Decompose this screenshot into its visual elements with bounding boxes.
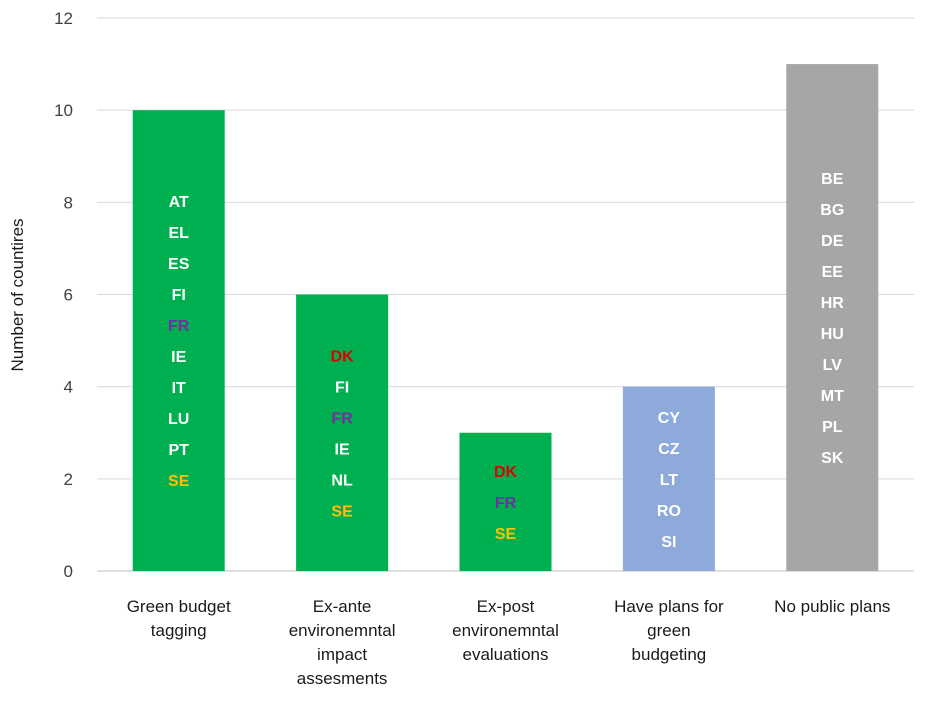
bar-country-label: FR: [495, 495, 517, 512]
y-tick-label: 2: [64, 470, 73, 489]
bar-country-label: RO: [657, 503, 681, 520]
bar-country-label: MT: [821, 388, 844, 405]
bar-country-label: IT: [172, 380, 186, 397]
bar-country-label: LT: [660, 472, 679, 489]
bar: [786, 64, 879, 571]
bar-country-label: FR: [168, 318, 190, 335]
y-tick-label: 8: [64, 193, 73, 212]
x-category-label: evaluations: [462, 645, 548, 664]
bars: [132, 64, 879, 572]
bar-country-label: BG: [820, 202, 844, 219]
bar-country-label: ES: [168, 256, 190, 273]
x-category-label: No public plans: [774, 597, 890, 616]
bar: [459, 432, 552, 571]
bar: [132, 110, 225, 572]
y-axis-label: Number of countires: [8, 218, 27, 371]
bar-country-label: LV: [823, 357, 843, 374]
x-category-label: assesments: [297, 669, 388, 688]
x-category-label: environemntal: [289, 621, 396, 640]
bar: [296, 294, 389, 571]
bar-country-label: SE: [495, 526, 517, 543]
x-category-label: Ex-ante: [313, 597, 372, 616]
bar-country-label: DE: [821, 233, 844, 250]
bar: [622, 386, 715, 571]
x-category-label: impact: [317, 645, 367, 664]
bar-country-label: SK: [821, 450, 844, 467]
y-tick-label: 4: [64, 378, 73, 397]
bar-country-label: IE: [171, 349, 186, 366]
bar-country-label: FR: [331, 410, 353, 427]
x-category-label: Ex-post: [477, 597, 535, 616]
y-tick-label: 12: [54, 9, 73, 28]
bar-country-label: SI: [661, 534, 676, 551]
y-axis-ticks: 0 2 4 6 8 10 12: [54, 9, 73, 581]
bar-country-label: CZ: [658, 441, 680, 458]
bar-country-label: FI: [172, 287, 186, 304]
gridlines: [97, 17, 914, 572]
bar-country-label: EL: [168, 225, 189, 242]
x-category-label: environemntal: [452, 621, 559, 640]
y-tick-label: 10: [54, 101, 73, 120]
bar-country-label: CY: [658, 410, 681, 427]
bar-country-labels: AT EL ES FI FR IE IT LU PT SE DK FI FR IE NL SE DK FR SE CY…: [168, 171, 844, 551]
x-category-label: tagging: [151, 621, 207, 640]
bar-country-label: NL: [331, 472, 353, 489]
bar-country-label: BE: [821, 171, 844, 188]
bar-country-label: HU: [821, 326, 844, 343]
bar-country-label: PT: [168, 442, 189, 459]
bar-country-label: IE: [335, 441, 350, 458]
bar-country-label: AT: [169, 194, 189, 211]
bar-country-label: FI: [335, 379, 349, 396]
x-axis-categories: Green budget tagging Ex-ante environemntal i…: [127, 597, 891, 688]
y-tick-label: 0: [64, 562, 73, 581]
y-tick-label: 6: [64, 286, 73, 305]
bar-country-label: LU: [168, 411, 189, 428]
bar-country-label: PL: [822, 419, 843, 436]
bar-country-label: DK: [331, 348, 355, 365]
x-category-label: green: [647, 621, 690, 640]
bar-country-label: HR: [821, 295, 845, 312]
bar-country-label: SE: [168, 473, 190, 490]
x-category-label: budgeting: [632, 645, 707, 664]
x-category-label: Have plans for: [614, 597, 724, 616]
x-category-label: Green budget: [127, 597, 231, 616]
bar-country-label: SE: [331, 503, 353, 520]
bar-country-label: DK: [494, 464, 518, 481]
bar-country-label: EE: [822, 264, 844, 281]
